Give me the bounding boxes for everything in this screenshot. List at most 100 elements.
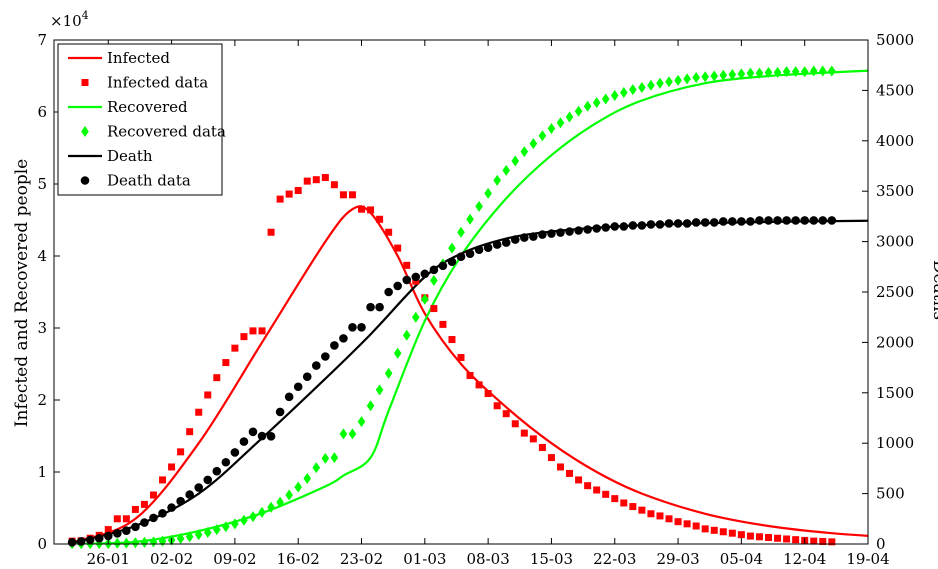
recovered-data-point [113,537,122,549]
infected-data-point [575,476,583,484]
recovered-data-point [430,274,438,286]
x-tick-label: 02-02 [150,550,193,568]
death-data-point [140,518,149,527]
recovered-data-point [402,329,411,341]
legend-marker-swatch [81,79,89,86]
infected-data-point [276,195,284,203]
recovered-data-point [746,67,755,79]
right-tick-label: 500 [876,485,905,503]
death-data-point [520,233,529,242]
death-data-point [474,245,484,254]
death-data-point [628,221,638,230]
death-data-point [465,249,475,258]
legend-marker-swatch [81,126,89,137]
left-axis-label: Infected and Recovered people [12,159,32,427]
recovered-data-point [601,93,610,105]
x-tick-label: 05-04 [720,550,763,568]
death-data-point [85,535,95,545]
infected-data-point [810,537,818,545]
death-data-point [601,223,611,232]
death-data-point [284,392,294,402]
death-data-point [438,261,448,271]
x-tick-label: 16-02 [277,550,320,568]
death-data-point [709,218,719,227]
infected-data-point [520,429,528,437]
recovered-data-point [457,226,465,238]
x-axis-ticks: 26-01 02-02 09-02 16-02 23-02 01-03 08-03 15-03… [87,40,890,568]
recovered-data-point [131,537,140,549]
recovered-data-point [728,69,737,81]
recovered-data-point [249,511,257,523]
infected-data-point [140,500,148,508]
death-data-point [501,238,511,247]
infected-data-point [774,534,782,542]
recovered-data-point [538,130,547,142]
death-data-point [366,302,375,312]
recovered-data-point [303,472,312,484]
infected-data-point [602,490,610,498]
infected-data-point [448,336,456,344]
infected-data-point [213,374,221,382]
death-data-point [791,216,800,225]
death-data-point [483,243,493,252]
infected-data-point [755,533,763,541]
x-tick-label: 19-04 [846,550,889,568]
death-data-point [94,534,104,543]
recovered-data-point [583,100,592,112]
infected-data-point [348,191,356,199]
recovered-data-point [321,452,330,464]
infected-data-point [466,372,474,380]
death-data-point [664,219,674,228]
recovered-data-point [665,76,673,88]
recovered-data-point [828,65,836,77]
recovered-data-point [683,73,691,85]
infected-data-point [692,522,700,530]
death-data-point [375,302,384,312]
left-tick-label: 0 [37,535,47,553]
infected-data-point [475,381,483,389]
death-data-point [185,490,194,499]
recovered-data-point [176,532,185,544]
recovered-data-point [185,531,194,543]
death-data-point [67,537,77,547]
infected-data-point [511,420,519,428]
left-tick-label: 4 [37,247,47,265]
recovered-data-point [809,65,818,77]
death-data-point [529,232,538,241]
infected-data-point [566,469,574,477]
infected-data-point [330,181,338,189]
death-data-point [131,522,140,532]
infected-data-point [547,454,555,462]
infected-data-point [502,410,510,418]
infected-data-point [312,176,320,184]
recovered-data-point [149,536,158,548]
death-data-point [266,432,276,441]
death-data-point [782,216,791,225]
infected-data-point [285,190,293,198]
right-axis-label: Deaths [929,260,938,320]
death-data-point [547,229,556,238]
death-data-point [637,221,647,230]
death-data-point [230,448,240,457]
infected-data-point [783,535,791,543]
right-tick-label: 1000 [876,434,914,452]
plot-markers [67,65,837,550]
death-data-point [384,287,393,297]
recovered-data-point [556,117,565,129]
infected-data-point [737,531,745,539]
death-data-point [103,531,113,541]
death-data-point [755,216,764,225]
legend-label: Infected data [107,74,208,92]
death-data-point [221,457,231,467]
recovered-data-point [502,164,511,176]
death-data-point [809,216,819,225]
infected-data-point [385,228,393,236]
death-data-point [728,217,737,226]
recovered-data-point [194,529,203,541]
death-data-point [257,431,267,441]
infected-data-point [484,390,492,398]
recovered-data-point [484,187,492,199]
infected-data-point [159,476,167,484]
recovered-data-point [791,66,800,78]
infected-data-point [113,515,121,523]
